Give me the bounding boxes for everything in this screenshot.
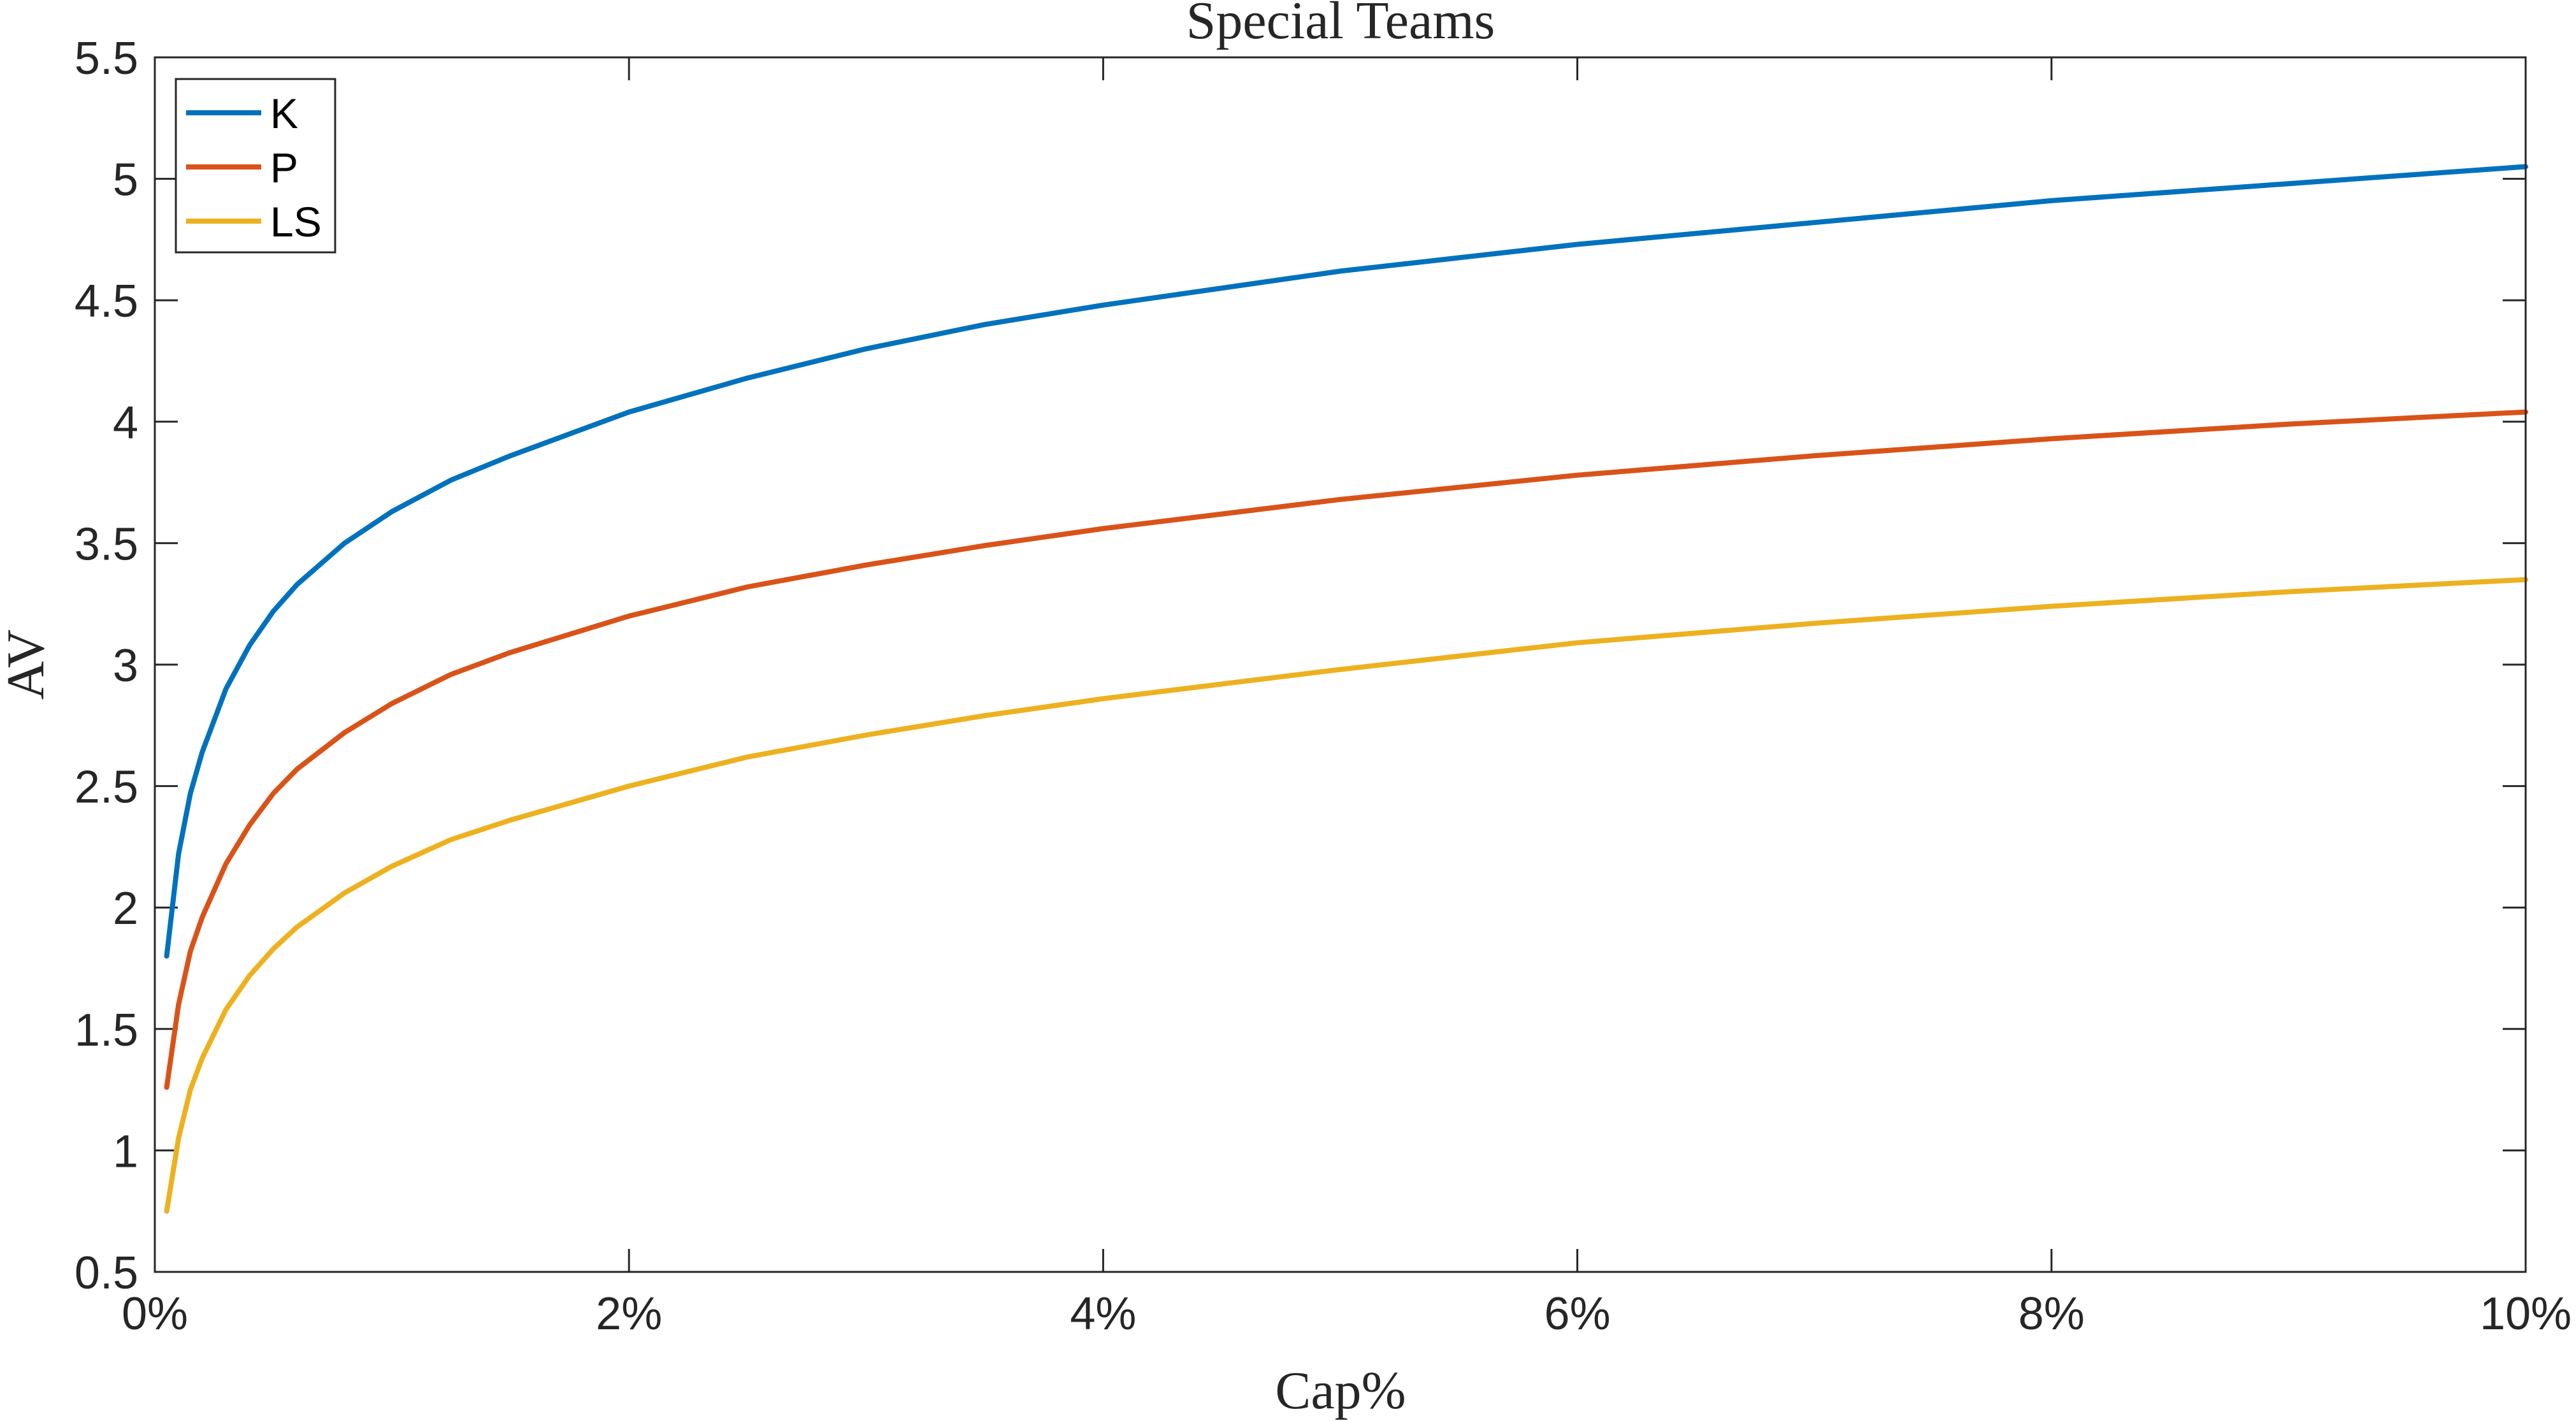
x-axis-title: Cap% — [1275, 1361, 1406, 1420]
legend: KP LS — [175, 78, 336, 254]
y-tick-label: 4 — [113, 398, 138, 449]
y-tick-label: 2.5 — [75, 762, 138, 813]
x-tick-label: 2% — [596, 1288, 662, 1339]
x-tick-label: 0% — [122, 1288, 188, 1339]
y-tick-label: 3 — [113, 640, 138, 691]
series-line-k — [164, 164, 2528, 959]
x-tick-label: 8% — [2018, 1288, 2085, 1339]
y-tick-label: 4.5 — [75, 276, 138, 327]
y-tick-label: 5 — [113, 155, 138, 206]
chart-title: Special Teams — [1186, 0, 1495, 50]
y-tick-label: 1 — [113, 1126, 138, 1177]
y-tick-label: 3.5 — [75, 519, 138, 570]
y-axis-title: AV — [0, 630, 55, 700]
legend-label-p: P — [270, 144, 298, 191]
y-tick-label: 2 — [113, 883, 138, 934]
legend-label-k: K — [270, 90, 298, 137]
legend-label-ls: LS — [270, 198, 322, 245]
plot-frame — [154, 56, 2527, 1273]
y-tick-label: 0.5 — [75, 1248, 138, 1299]
y-tick-label: 1.5 — [75, 1005, 138, 1056]
lines-layer — [164, 164, 2528, 1214]
x-tick-label: 6% — [1544, 1288, 1611, 1339]
series-line-ls — [164, 577, 2528, 1214]
series-line-p — [164, 409, 2528, 1090]
x-tick-label: 4% — [1070, 1288, 1136, 1339]
x-tick-label: 10% — [2480, 1288, 2572, 1339]
ticks-layer: 0% 2% 4% 6% 8% 10% 0.5 1 1.5 2 2.5 3 3.5 4 4.5 5 5.5 — [75, 33, 2572, 1339]
y-tick-label: 5.5 — [75, 33, 138, 84]
